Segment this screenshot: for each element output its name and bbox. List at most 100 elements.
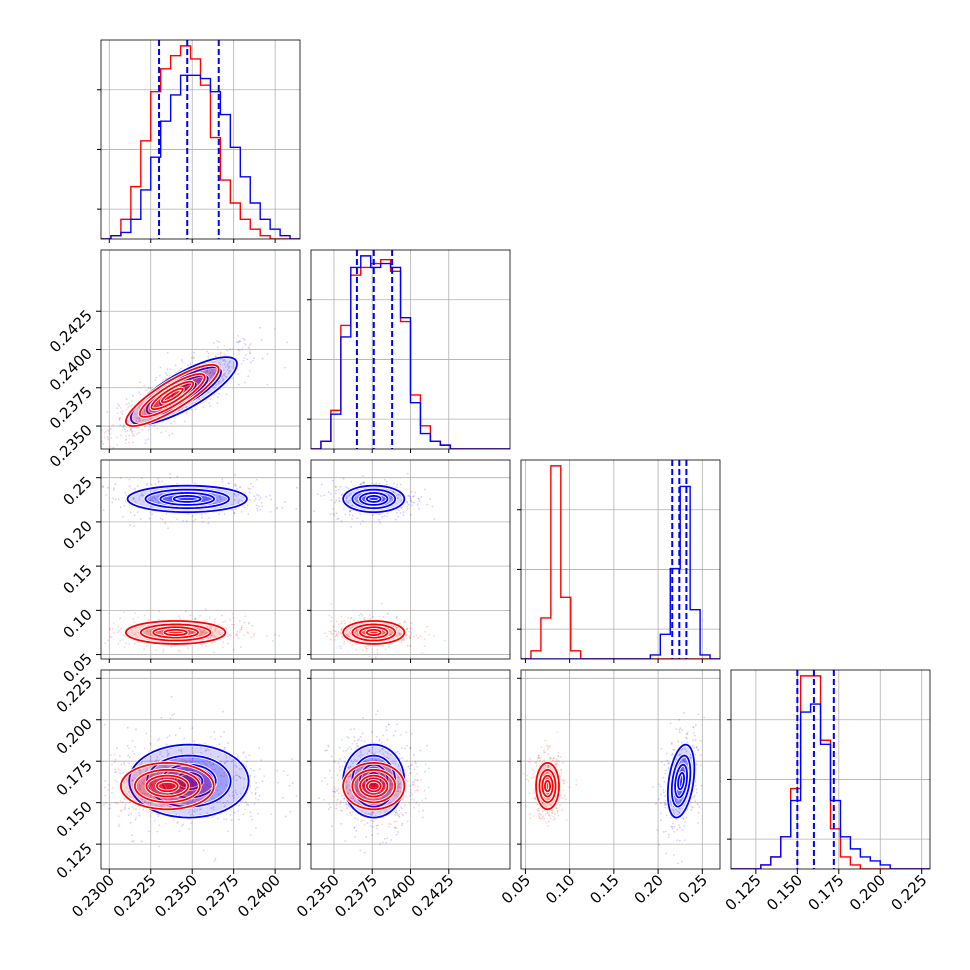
scatter-point (210, 754, 212, 756)
scatter-point (141, 841, 143, 843)
scatter-point (679, 731, 681, 733)
scatter-point (394, 821, 396, 823)
scatter-point (186, 412, 188, 414)
scatter-point (376, 649, 378, 651)
scatter-point (405, 621, 407, 623)
scatter-point (318, 797, 320, 799)
scatter-point (345, 804, 347, 806)
scatter-point (129, 505, 131, 507)
scatter-point (410, 627, 412, 629)
scatter-point (243, 506, 245, 508)
scatter-point (176, 518, 178, 520)
scatter-point (416, 773, 418, 775)
scatter-point (668, 762, 670, 764)
scatter-point (426, 626, 428, 628)
scatter-point (328, 491, 330, 493)
scatter-point (418, 805, 420, 807)
scatter-point (554, 818, 556, 820)
scatter-point (409, 768, 411, 770)
scatter-point (378, 616, 380, 618)
scatter-point (376, 828, 378, 830)
scatter-point (235, 772, 237, 774)
scatter-point (278, 635, 280, 637)
scatter-point (698, 812, 700, 814)
scatter-point (102, 486, 104, 488)
scatter-point (700, 785, 702, 787)
scatter-point (559, 805, 561, 807)
scatter-point (326, 636, 328, 638)
scatter-point (154, 425, 156, 427)
scatter-point (384, 515, 386, 517)
scatter-point (340, 616, 342, 618)
scatter-point (357, 819, 359, 821)
scatter-point (132, 435, 134, 437)
scatter-point (219, 376, 221, 378)
scatter-point (91, 633, 93, 635)
scatter-point (198, 398, 200, 400)
scatter-point (697, 822, 699, 824)
scatter-point (245, 354, 247, 356)
scatter-point (128, 442, 130, 444)
scatter-point (321, 484, 323, 486)
scatter-point (142, 809, 144, 811)
scatter-point (123, 424, 125, 426)
scatter-point (395, 730, 397, 732)
scatter-point (134, 746, 136, 748)
scatter-point (237, 335, 239, 337)
scatter-point (217, 818, 219, 820)
scatter-point (200, 765, 202, 767)
scatter-point (208, 517, 210, 519)
scatter-point (91, 778, 93, 780)
scatter-point (538, 755, 540, 757)
scatter-point (189, 362, 191, 364)
scatter-point (144, 426, 146, 428)
scatter-point (337, 799, 339, 801)
scatter-point (410, 773, 412, 775)
scatter-point (418, 811, 420, 813)
scatter-point (377, 755, 379, 757)
scatter-point (192, 520, 194, 522)
scatter-point (123, 798, 125, 800)
scatter-point (384, 838, 386, 840)
scatter-point (336, 774, 338, 776)
scatter-point (98, 465, 100, 467)
scatter-point (253, 495, 255, 497)
scatter-point (384, 479, 386, 481)
scatter-point (205, 608, 207, 610)
scatter-point (400, 763, 402, 765)
scatter-point (247, 504, 249, 506)
scatter-point (248, 623, 250, 625)
scatter-point (155, 377, 157, 379)
scatter-point (240, 629, 242, 631)
scatter-point (335, 486, 337, 488)
scatter-point (220, 351, 222, 353)
scatter-point (112, 787, 114, 789)
scatter-point (361, 810, 363, 812)
scatter-point (254, 776, 256, 778)
scatter-point (326, 749, 328, 751)
scatter-point (249, 488, 251, 490)
scatter-point (228, 368, 230, 370)
scatter-point (120, 477, 122, 479)
scatter-point (410, 789, 412, 791)
hist-panel-1 (307, 250, 510, 449)
scatter-point (700, 764, 702, 766)
scatter-point (173, 819, 175, 821)
scatter-point (234, 485, 236, 487)
scatter-point (241, 349, 243, 351)
scatter-point (343, 798, 345, 800)
scatter-point (284, 367, 286, 369)
scatter-point (329, 770, 331, 772)
scatter-point (233, 617, 235, 619)
scatter-point (367, 753, 369, 755)
scatter-point (127, 406, 129, 408)
scatter-point (257, 510, 259, 512)
hist-blue-3 (731, 704, 930, 869)
scatter-point (399, 768, 401, 770)
scatter-point (333, 760, 335, 762)
scatter-point (164, 522, 166, 524)
scatter-point (218, 341, 220, 343)
scatter-point (424, 790, 426, 792)
scatter-point (206, 351, 208, 353)
scatter-point (128, 808, 130, 810)
